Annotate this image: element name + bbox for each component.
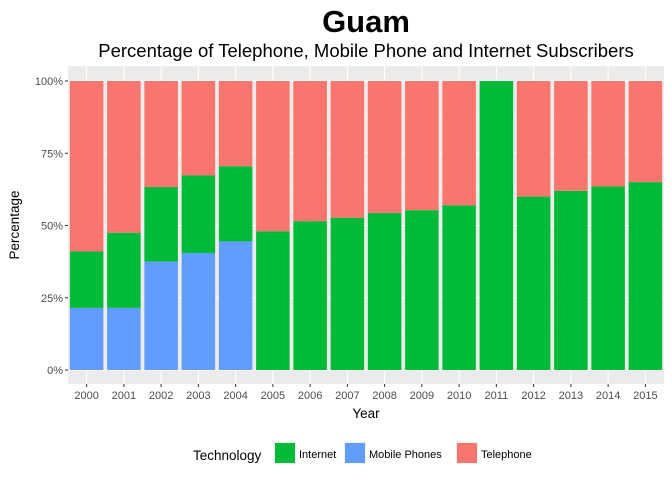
bar-telephone-2015 [628,81,663,183]
bar-mobile-phones-2001 [107,307,141,370]
legend-key-telephone [457,443,477,463]
bar-internet-2013 [554,190,588,370]
y-tick-label: 75% [41,148,63,160]
bar-telephone-2008 [367,81,402,214]
bar-internet-2009 [405,210,439,370]
bar-internet-2006 [293,221,327,370]
bar-internet-2001 [107,232,141,308]
x-tick-label: 2001 [112,390,136,402]
bar-telephone-2007 [330,81,365,218]
bar-telephone-2010 [442,81,476,206]
bar-telephone-2003 [181,81,216,176]
x-tick-label: 2013 [559,390,583,402]
bar-mobile-phones-2004 [218,241,253,370]
y-tick-label: 25% [41,293,63,305]
bar-telephone-2012 [516,81,551,197]
bar-mobile-phones-2000 [69,307,104,370]
bar-internet-2014 [591,186,625,370]
x-tick-label: 2002 [149,390,173,402]
bar-telephone-2014 [591,81,625,187]
y-tick-label: 0% [47,365,63,377]
x-axis: 2000 2001 2002 2003 2004 2005 2006 2007 2008 2009… [74,384,658,402]
bar-telephone-2002 [144,81,178,188]
y-axis: 0% 25% 50% 75% 100% [35,76,68,377]
bar-telephone-2013 [554,81,588,191]
legend-label: Telephone [481,449,532,461]
bar-telephone-2000 [69,81,104,252]
bar-telephone-2001 [107,81,141,233]
x-tick-label: 2006 [298,390,322,402]
bar-internet-2011 [479,81,514,370]
x-tick-label: 2010 [447,390,471,402]
x-tick-label: 2015 [633,390,657,402]
chart-subtitle: Percentage of Telephone, Mobile Phone an… [98,40,634,61]
legend-label: Mobile Phones [369,449,442,461]
x-tick-label: 2014 [596,390,620,402]
bar-internet-2004 [218,166,253,242]
x-tick-label: 2012 [521,390,545,402]
bar-internet-2003 [181,175,216,253]
bar-internet-2015 [628,182,663,370]
legend: Technology Internet Mobile Phones Telephon… [193,442,532,464]
bar-telephone-2009 [405,81,439,211]
plot-area [68,66,664,384]
y-tick-label: 100% [35,76,63,88]
bar-internet-2005 [256,231,290,370]
bar-mobile-phones-2003 [181,252,216,370]
x-tick-label: 2000 [74,390,98,402]
x-axis-title: Year [352,406,380,421]
bar-internet-2000 [69,251,104,308]
x-tick-label: 2004 [223,390,247,402]
bar-internet-2007 [330,217,365,370]
legend-key-mobile-phones [345,443,365,463]
bar-telephone-2004 [218,81,253,167]
legend-key-internet [275,443,295,463]
bar-mobile-phones-2002 [144,261,178,370]
y-axis-title: Percentage [7,190,22,259]
bar-internet-2008 [367,213,402,370]
x-tick-label: 2008 [372,390,396,402]
bar-telephone-2005 [256,81,290,232]
x-tick-label: 2005 [261,390,285,402]
x-tick-label: 2007 [335,390,359,402]
y-tick-label: 50% [41,221,63,233]
chart-title: Guam [322,4,410,39]
legend-title: Technology [193,448,262,463]
legend-label: Internet [299,449,336,461]
bar-internet-2012 [516,196,551,370]
bar-internet-2010 [442,205,476,370]
bar-telephone-2006 [293,81,327,222]
x-tick-label: 2009 [410,390,434,402]
x-tick-label: 2003 [186,390,210,402]
x-tick-label: 2011 [485,390,509,402]
bar-internet-2002 [144,187,178,262]
